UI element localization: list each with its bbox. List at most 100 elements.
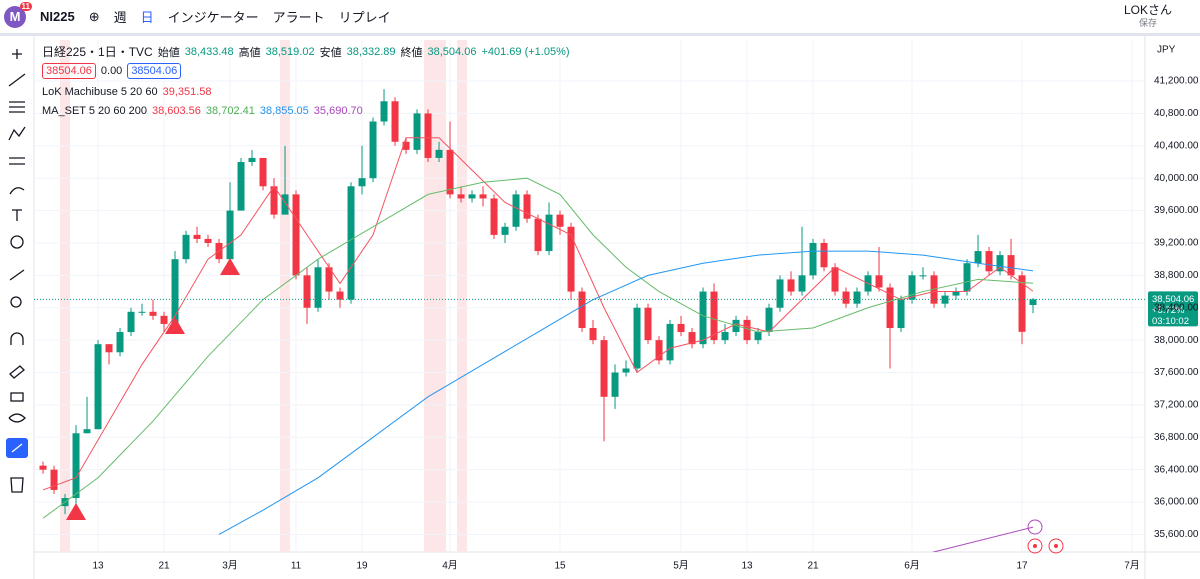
avatar[interactable]: M 11 <box>4 1 32 28</box>
x-tick-label: 6月 <box>904 560 920 572</box>
value: 38,332.89 <box>346 45 396 58</box>
tool-icons[interactable] <box>6 49 28 493</box>
candle-body <box>72 433 80 499</box>
indicator-name: MA_SET 5 20 60 200 <box>42 105 147 117</box>
candle-body <box>105 344 113 353</box>
value: 38,504.06 <box>427 45 477 58</box>
y-tick-label: 41,200.00 <box>1154 76 1199 87</box>
candle-body <box>699 291 707 345</box>
price-tag-text: 03:10:02 <box>1152 316 1189 327</box>
candle-body <box>611 372 619 397</box>
candle-body <box>325 267 333 292</box>
candle-body <box>501 226 509 235</box>
signal-markers <box>66 258 240 520</box>
candle-body <box>710 291 718 341</box>
candle-body <box>633 307 641 369</box>
x-tick-label: 21 <box>158 561 170 572</box>
candle-body <box>941 295 949 304</box>
value: 38,519.02 <box>265 45 315 58</box>
candle-body <box>259 157 267 187</box>
add-symbol[interactable]: ⊕ <box>88 8 100 24</box>
ma-line <box>42 137 1034 491</box>
candle-body <box>490 198 498 235</box>
ma-line <box>931 526 1034 552</box>
candle-body <box>248 157 256 162</box>
save: 保存 <box>1138 18 1157 28</box>
candle-body <box>523 194 531 219</box>
candle-body <box>886 287 894 328</box>
candle-body <box>94 344 102 430</box>
candle-body <box>468 194 476 199</box>
candle-body <box>721 332 729 341</box>
week[interactable]: 週 <box>113 10 127 25</box>
candle-body <box>842 291 850 304</box>
plot <box>34 40 1145 552</box>
x-tick-label: 11 <box>291 561 302 572</box>
candle-body <box>952 291 960 296</box>
candle-body <box>600 340 608 397</box>
y-tick-label: 39,600.00 <box>1154 205 1199 216</box>
user[interactable]: LOKさん 保存 <box>1124 4 1186 29</box>
label: 始値 <box>157 46 180 59</box>
x-tick-label: 13 <box>92 561 104 572</box>
y-tick-label: 36,400.00 <box>1154 464 1199 475</box>
candle-body <box>875 275 883 288</box>
y-tick-label: 40,800.00 <box>1154 108 1199 119</box>
x-tick-label: 4月 <box>442 560 458 572</box>
bid-ask: 38504.06 0.00 38504.06 <box>42 63 186 79</box>
y-tick-label: 36,000.00 <box>1154 497 1199 508</box>
indicator-name: LoK Machibuse 5 20 60 <box>42 86 158 98</box>
candle-body <box>369 121 377 179</box>
candle-body <box>622 368 630 373</box>
legend-row: 日経225・1日・TVC 始値 38,433.48 高値 38,519.02 安値 3… <box>42 43 575 60</box>
legend-title: 日経225・1日・TVC <box>42 45 153 59</box>
change: +401.69 (+1.05%) <box>481 45 570 58</box>
replay[interactable]: リプレイ <box>338 10 391 25</box>
spread: 0.00 <box>100 65 123 77</box>
label: 安値 <box>319 46 342 59</box>
candle-body <box>127 311 135 333</box>
candle-body <box>336 291 344 300</box>
candle-body <box>292 194 300 276</box>
y-tick-label: 38,400.00 <box>1154 302 1199 313</box>
candle-body <box>1018 275 1026 332</box>
candle-body <box>380 101 388 122</box>
y-tick-label: 38,000.00 <box>1154 335 1199 346</box>
candle-body <box>1029 299 1037 306</box>
candle-body <box>347 186 355 300</box>
candle-body <box>589 327 597 341</box>
candle-body <box>314 267 322 308</box>
event-icons[interactable] <box>1027 519 1064 554</box>
alert[interactable]: アラート <box>272 10 325 25</box>
candle-body <box>193 234 201 239</box>
y-tick-label: 39,200.00 <box>1154 238 1199 249</box>
y-tick-label: 40,000.00 <box>1154 173 1199 184</box>
candle-body <box>578 291 586 328</box>
indicator-value: 38,855.05 <box>259 105 309 117</box>
label: 高値 <box>238 46 261 59</box>
y-tick-label: 37,600.00 <box>1154 367 1199 378</box>
y-tick-label: 35,600.00 <box>1154 529 1199 540</box>
candle-body <box>512 194 520 227</box>
candle-body <box>831 267 839 292</box>
candle-body <box>985 251 993 272</box>
ma-line <box>218 250 1034 535</box>
candle-body <box>270 186 278 215</box>
x-tick-label: 15 <box>554 561 566 572</box>
candle-body <box>897 299 905 328</box>
ask[interactable]: 38504.06 <box>127 63 182 79</box>
candle-body <box>160 315 168 324</box>
bid[interactable]: 38504.06 <box>42 63 96 79</box>
candle-body <box>446 149 454 195</box>
value: 38,433.48 <box>184 45 234 58</box>
interval[interactable]: 日 <box>140 10 154 25</box>
currency[interactable]: JPY <box>1157 45 1176 56</box>
indicators[interactable]: インジケーター <box>167 10 259 25</box>
ma-line <box>42 177 1034 519</box>
candle-body <box>765 307 773 333</box>
y-tick-label: 36,800.00 <box>1154 432 1199 443</box>
candle-body <box>996 255 1004 272</box>
symbol[interactable]: NI225 <box>40 9 75 24</box>
candle-body <box>963 263 971 292</box>
